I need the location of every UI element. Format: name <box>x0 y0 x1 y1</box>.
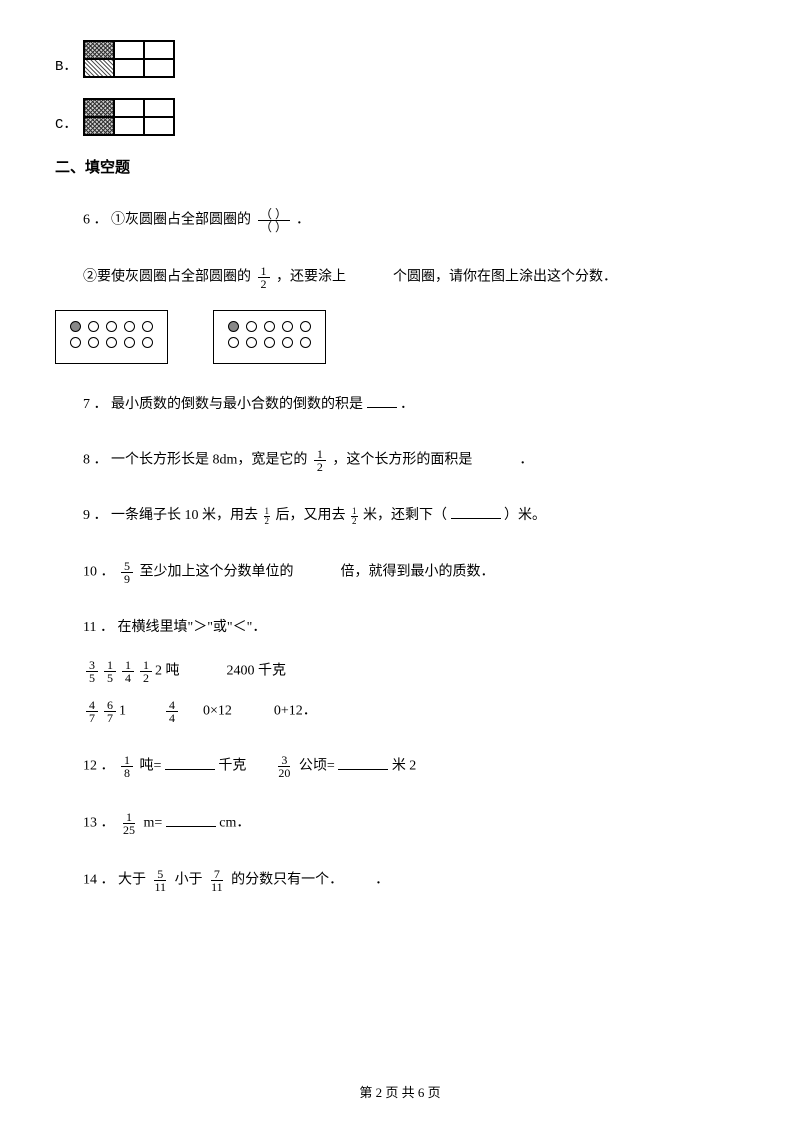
q13-num: 13 ． <box>83 816 115 831</box>
q11-line1: 351514122 吨 2400 千克 <box>55 659 745 684</box>
section-2-title: 二、填空题 <box>55 156 745 180</box>
q9-num: 9 ． <box>83 508 108 523</box>
question-8: 8 ． 一个长方形长是 8dm，宽是它的 1 2 ，这个长方形的面积是 ． <box>55 448 745 473</box>
q9-mid2: 米，还剩下（ <box>363 508 447 523</box>
q6-p2-prefix: ②要使灰圆圈占全部圆圈的 <box>83 270 251 285</box>
question-6: 6 ． ①灰圆圈占全部圆圈的 （ ） （ ） ． <box>55 208 745 233</box>
q8-frac: 1 2 <box>314 448 326 473</box>
question-11: 11 ． 在横线里填"＞"或"＜"． <box>55 617 745 639</box>
q7-num: 7 ． <box>83 397 108 412</box>
q8-mid: ，这个长方形的面积是 <box>332 453 472 468</box>
q10-suffix: 倍，就得到最小的质数． <box>341 565 495 580</box>
q6-p2-suffix: 个圆圈，请你在图上涂出这个分数． <box>393 270 617 285</box>
option-b-label: B． <box>55 56 77 78</box>
q6-circle-boxes <box>55 310 745 364</box>
page-footer: 第 2 页 共 6 页 <box>0 1083 800 1104</box>
question-6-part2: ②要使灰圆圈占全部圆圈的 1 2 ，还要涂上 个圆圈，请你在图上涂出这个分数． <box>55 265 745 290</box>
question-10: 10 ． 5 9 至少加上这个分数单位的 倍，就得到最小的质数． <box>55 560 745 585</box>
q13-blank[interactable] <box>166 813 216 827</box>
q8-prefix: 一个长方形长是 8dm，宽是它的 <box>111 453 307 468</box>
q6-num: 6 ． <box>83 213 108 228</box>
q12-blank1[interactable] <box>165 756 215 770</box>
q6-frac2: 1 2 <box>258 265 270 290</box>
q6-box2 <box>213 310 326 364</box>
q6-frac1: （ ） （ ） <box>258 208 290 233</box>
question-12: 12 ． 18 吨= 千克 320 公顷= 米 2 <box>55 754 745 779</box>
option-b-grid <box>83 40 175 78</box>
q9-mid1: 后，又用去 <box>276 508 346 523</box>
option-c: C． <box>55 98 745 136</box>
q6-box1 <box>55 310 168 364</box>
q12-num: 12 ． <box>83 759 115 774</box>
q14-num: 14 ． <box>83 873 115 888</box>
q7-text: 最小质数的倒数与最小合数的倒数的积是 <box>111 397 363 412</box>
q6-p1-suffix: ． <box>296 213 310 228</box>
q6-p2-mid: ，还要涂上 <box>276 270 346 285</box>
option-c-grid <box>83 98 175 136</box>
q10-frac: 5 9 <box>121 560 133 585</box>
q10-num: 10 ． <box>83 565 115 580</box>
q7-suffix: ． <box>400 397 414 412</box>
q9-suffix: ）米。 <box>504 508 546 523</box>
q10-text: 至少加上这个分数单位的 <box>140 565 294 580</box>
question-7: 7 ． 最小质数的倒数与最小合数的倒数的积是 ． <box>55 394 745 416</box>
q9-frac1: 12 <box>264 507 271 526</box>
q8-num: 8 ． <box>83 453 108 468</box>
q11-text: 在横线里填"＞"或"＜"． <box>117 620 266 635</box>
q11-line2: 47671 44 0×12 0+12． <box>55 699 745 724</box>
q6-p1-prefix: ①灰圆圈占全部圆圈的 <box>111 213 251 228</box>
q12-blank2[interactable] <box>338 756 388 770</box>
q9-prefix: 一条绳子长 10 米，用去 <box>111 508 258 523</box>
q8-suffix: ． <box>519 453 533 468</box>
option-c-label: C． <box>55 114 77 136</box>
question-13: 13 ． 125 m= cm． <box>55 811 745 836</box>
option-b: B． <box>55 40 745 78</box>
question-14: 14 ． 大于 511 小于 711 的分数只有一个． ． <box>55 868 745 893</box>
question-9: 9 ． 一条绳子长 10 米，用去 12 后，又用去 12 米，还剩下（ ）米。 <box>55 505 745 527</box>
q9-blank[interactable] <box>451 505 501 519</box>
q9-frac2: 12 <box>351 507 358 526</box>
q11-num: 11 ． <box>83 620 114 635</box>
q7-blank[interactable] <box>367 394 397 408</box>
